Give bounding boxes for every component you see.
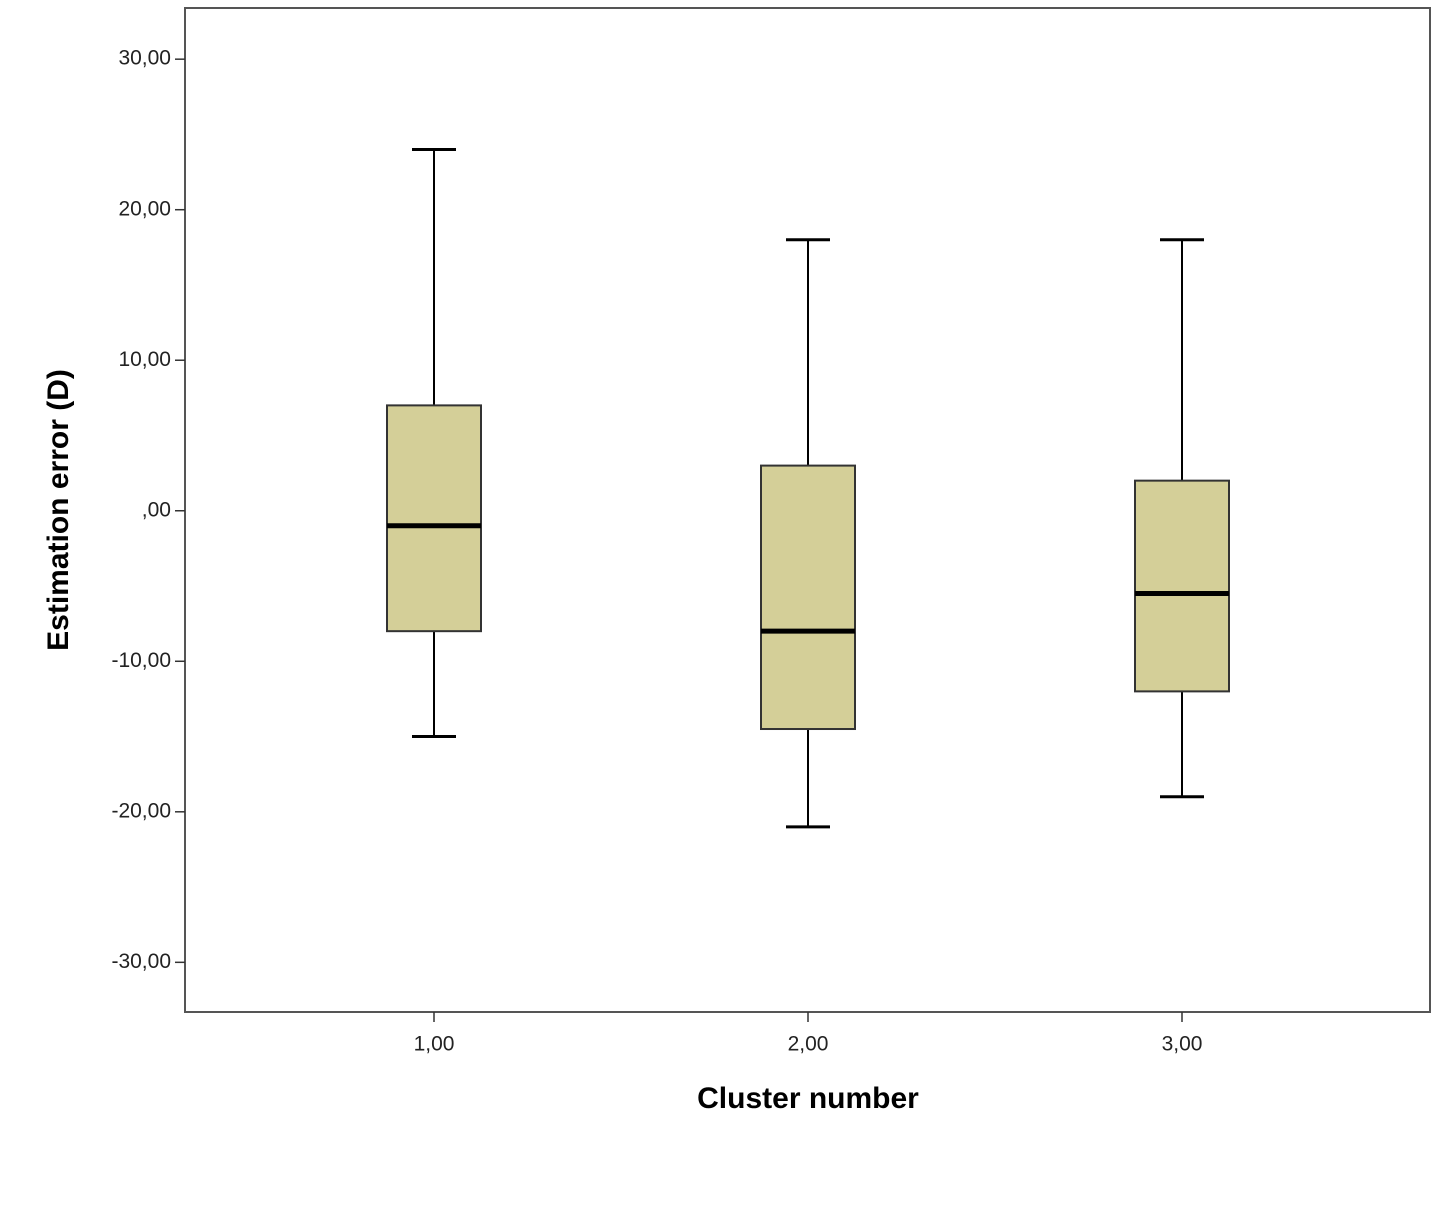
y-tick-label: 30,00 bbox=[118, 47, 171, 70]
box bbox=[386, 404, 482, 633]
box bbox=[760, 464, 856, 731]
x-tick-label: 3,00 bbox=[1162, 1033, 1203, 1056]
y-tick-label: 20,00 bbox=[118, 197, 171, 220]
y-tick-label: -10,00 bbox=[111, 649, 171, 672]
y-tick-label: -20,00 bbox=[111, 799, 171, 822]
y-tick-label: ,00 bbox=[142, 498, 171, 521]
x-axis-title: Cluster number bbox=[697, 1082, 919, 1115]
y-tick-label: -30,00 bbox=[111, 950, 171, 973]
y-tick-label: 10,00 bbox=[118, 348, 171, 371]
x-tick-label: 2,00 bbox=[788, 1033, 829, 1056]
x-tick-label: 1,00 bbox=[414, 1033, 455, 1056]
y-axis-title: Estimation error (D) bbox=[42, 369, 75, 651]
box bbox=[1134, 479, 1230, 693]
